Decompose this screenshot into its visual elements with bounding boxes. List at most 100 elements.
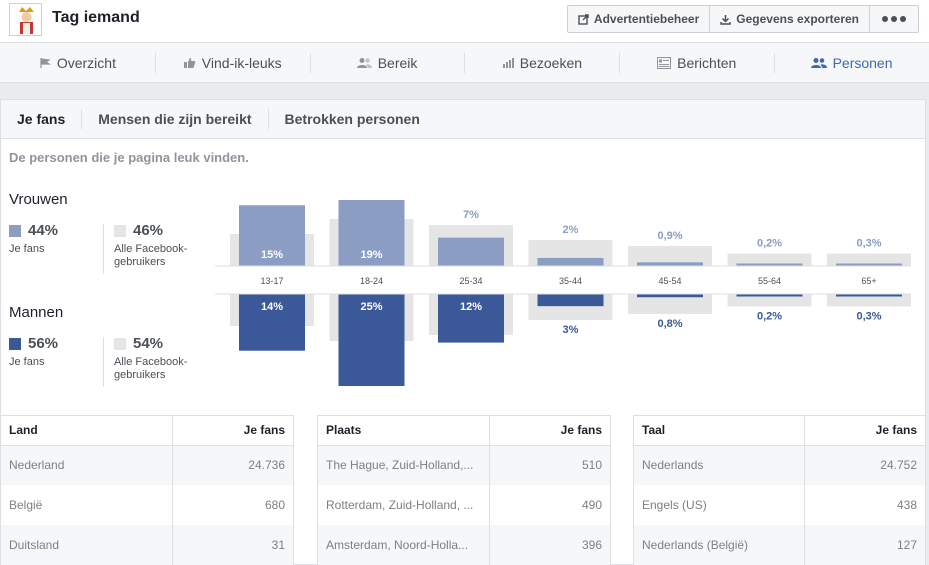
tab-label: Personen — [832, 54, 893, 71]
women-bar — [239, 205, 305, 266]
tab-label: Bereik — [377, 54, 418, 71]
ads-manager-button[interactable]: Advertentiebeheer — [568, 6, 711, 32]
row-name: Rotterdam, Zuid-Holland, ... — [326, 498, 474, 512]
divider — [103, 337, 104, 387]
men-data-label: 0,3% — [856, 311, 881, 323]
column-header[interactable]: Je fans — [171, 416, 293, 446]
facebook-women-bar — [827, 253, 911, 266]
table-row[interactable]: Duitsland 31 — [1, 525, 293, 565]
women-bar — [537, 257, 604, 266]
men-data-label: 25% — [360, 301, 382, 313]
people-panel: Je fans Mensen die zijn bereikt Betrokke… — [0, 99, 926, 565]
divider — [103, 224, 104, 274]
men-bar — [438, 294, 504, 343]
age-label-strip — [215, 266, 911, 294]
women-swatch — [9, 224, 21, 237]
age-tick-label: 25-34 — [459, 276, 482, 286]
subtab-people-reached[interactable]: Mensen die zijn bereikt — [81, 109, 267, 129]
language-table: Taal Je fans Nederlands 24.752 Engels (US)… — [633, 415, 925, 565]
women-fans-label: Je fans — [9, 243, 45, 255]
external-link-icon — [578, 13, 589, 25]
men-data-label: 12% — [460, 301, 482, 313]
facebook-women-bar — [628, 246, 712, 266]
tab-personen[interactable]: Personen — [774, 43, 929, 82]
panel-subtitle: De personen die je pagina leuk vinden. — [9, 150, 249, 165]
more-dot-icon — [900, 16, 906, 22]
tab-vind-ik-leuks[interactable]: Vind-ik-leuks — [154, 43, 310, 82]
row-value: 490 — [488, 485, 610, 525]
men-bar — [537, 294, 604, 307]
more-dot-icon — [891, 16, 897, 22]
row-value: 680 — [171, 485, 293, 525]
men-bar — [736, 294, 803, 297]
tab-berichten[interactable]: Berichten — [619, 43, 774, 82]
women-data-label: 15% — [261, 249, 283, 261]
women-data-label: 0,3% — [856, 238, 881, 250]
men-bar — [836, 294, 902, 297]
column-header[interactable]: Je fans — [488, 416, 610, 446]
table-row[interactable]: Nederland 24.736 — [1, 445, 293, 485]
export-data-label: Gegevens exporteren — [736, 12, 859, 26]
row-value: 24.736 — [171, 445, 293, 485]
men-data-label: 0,8% — [657, 318, 682, 330]
export-data-button[interactable]: Gegevens exporteren — [710, 6, 870, 32]
age-tick-label: 18-24 — [360, 276, 383, 286]
tab-bereik[interactable]: Bereik — [309, 43, 465, 82]
women-bar — [338, 200, 405, 266]
facebook-men-bar — [727, 294, 812, 307]
men-facebook-percent: 54% — [133, 335, 164, 352]
people-icon — [810, 57, 827, 69]
women-data-label: 7% — [463, 209, 479, 221]
men-swatch — [9, 337, 21, 350]
people-icon — [356, 57, 372, 69]
table-row[interactable]: Amsterdam, Noord-Holla... 396 — [318, 525, 610, 565]
row-value: 24.752 — [803, 445, 925, 485]
women-fans-stat: 44% Je fans — [9, 222, 109, 256]
column-header: Land — [1, 416, 172, 446]
column-header[interactable]: Je fans — [803, 416, 925, 446]
tab-bezoeken[interactable]: Bezoeken — [464, 43, 619, 82]
page-header: Tag iemand Advertentiebeheer Gegevens ex… — [0, 0, 929, 43]
insights-tabs: Overzicht Vind-ik-leuks Bereik Bezoeken … — [0, 43, 929, 83]
tab-label: Berichten — [677, 54, 737, 71]
bars-icon — [502, 57, 514, 69]
subtab-your-fans[interactable]: Je fans — [17, 111, 66, 127]
tab-overzicht[interactable]: Overzicht — [0, 43, 155, 82]
facebook-men-bar — [628, 294, 712, 314]
table-row[interactable]: The Hague, Zuid-Holland,... 510 — [318, 445, 610, 485]
table-row[interactable]: Rotterdam, Zuid-Holland, ... 490 — [318, 485, 610, 525]
avatar[interactable] — [9, 3, 42, 36]
column-header: Taal — [634, 416, 804, 446]
women-facebook-percent: 46% — [133, 222, 164, 239]
thumbs-up-icon — [183, 57, 196, 69]
more-options-button[interactable] — [870, 6, 918, 32]
table-row[interactable]: Engels (US) 438 — [634, 485, 925, 525]
header-actions: Advertentiebeheer Gegevens exporteren — [566, 5, 919, 33]
men-fans-percent: 56% — [28, 335, 59, 352]
subtab-people-engaged[interactable]: Betrokken personen — [267, 109, 436, 129]
row-name: Amsterdam, Noord-Holla... — [318, 525, 489, 565]
table-row[interactable]: Nederlands (België) 127 — [634, 525, 925, 565]
page-title: Tag iemand — [52, 9, 140, 26]
row-value: 31 — [171, 525, 293, 565]
row-name: Duitsland — [1, 525, 172, 565]
women-fans-percent: 44% — [28, 222, 59, 239]
tab-label: Vind-ik-leuks — [201, 54, 282, 71]
women-facebook-stat: 46% Alle Facebook-gebruikers — [114, 222, 214, 269]
city-table: Plaats Je fans The Hague, Zuid-Holland,.… — [317, 415, 611, 565]
women-bar — [438, 237, 504, 266]
women-data-label: 19% — [360, 249, 382, 261]
men-facebook-label: Alle Facebook-gebruikers — [114, 356, 188, 381]
row-value: 510 — [488, 445, 610, 485]
country-table: Land Je fans Nederland 24.736 België 680 Dui… — [1, 415, 294, 565]
column-header: Plaats — [318, 416, 489, 446]
women-data-label: 2% — [563, 224, 579, 236]
table-row[interactable]: België 680 — [1, 485, 293, 525]
table-row[interactable]: Nederlands 24.752 — [634, 445, 925, 485]
facebook-women-bar — [727, 253, 812, 266]
people-subtabs: Je fans Mensen die zijn bereikt Betrokke… — [1, 100, 925, 139]
tab-label: Bezoeken — [519, 54, 583, 71]
row-name: Nederlands — [634, 445, 804, 485]
women-data-label: 0,2% — [757, 238, 782, 250]
men-data-label: 3% — [563, 324, 579, 336]
